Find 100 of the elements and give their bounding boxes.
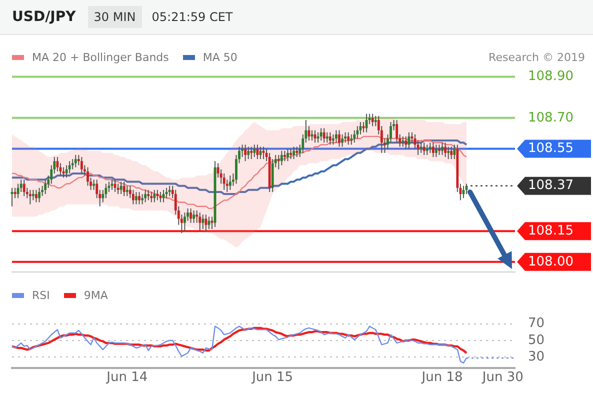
candlestick <box>250 146 253 160</box>
candlestick <box>326 132 328 144</box>
candlestick <box>353 130 356 144</box>
legend-label: MA 50 <box>202 50 238 64</box>
candlestick <box>71 158 74 170</box>
candlestick <box>153 189 156 203</box>
candlestick <box>222 172 226 190</box>
candlestick <box>80 156 83 174</box>
candlestick <box>404 136 408 150</box>
candlestick <box>86 166 89 186</box>
candlestick <box>328 132 332 146</box>
candlestick <box>74 154 77 168</box>
candlestick <box>359 122 362 135</box>
x-tick-label: Jun 14 <box>106 370 148 386</box>
legend-label: MA 20 + Bollinger Bands <box>32 50 169 64</box>
candlestick <box>320 128 322 142</box>
candlestick <box>308 126 310 142</box>
candlestick <box>132 189 134 205</box>
candlestick <box>138 191 140 205</box>
candlestick <box>256 144 259 160</box>
candlestick <box>120 181 122 195</box>
candlestick <box>344 132 347 144</box>
candlestick <box>156 189 159 201</box>
candlestick <box>422 142 426 156</box>
candlestick <box>350 134 353 146</box>
candlestick <box>150 191 153 203</box>
candlestick <box>253 144 256 158</box>
candlestick <box>35 189 38 203</box>
candlestick <box>356 126 359 140</box>
candlestick <box>135 191 138 205</box>
candlestick <box>244 144 247 162</box>
candlestick <box>228 175 232 190</box>
candlestick <box>141 194 144 205</box>
candlestick <box>426 144 428 156</box>
y-tick-label: 108.55 <box>528 141 574 156</box>
candlestick <box>116 183 120 195</box>
y-tick-label: 108.15 <box>528 223 574 238</box>
candlestick <box>347 132 350 146</box>
candlestick <box>65 164 68 178</box>
candlestick <box>16 183 20 199</box>
candlestick <box>44 179 47 195</box>
text: Research © 2019 <box>488 51 585 64</box>
candlestick <box>316 132 320 144</box>
candlestick <box>450 146 453 160</box>
candlestick <box>208 216 210 230</box>
candlestick <box>68 160 71 174</box>
legend-label: 9MA <box>84 288 108 302</box>
candlestick <box>371 113 374 127</box>
candlestick <box>280 150 283 166</box>
y-tick-label: 108.70 <box>528 110 574 126</box>
chart-title: USD/JPY <box>12 9 76 25</box>
candlestick <box>147 189 150 201</box>
candlestick <box>402 136 404 148</box>
candlestick <box>408 132 410 150</box>
y-tick-label: 30 <box>528 350 545 365</box>
candlestick <box>28 189 32 205</box>
x-tick-label: Jun 18 <box>420 370 463 386</box>
candlestick <box>104 183 108 199</box>
y-tick-label: 108.00 <box>528 254 574 270</box>
candlestick <box>438 144 440 156</box>
candlestick <box>322 128 326 144</box>
y-tick-label: 50 <box>528 332 545 348</box>
candlestick <box>441 142 444 156</box>
candlestick <box>284 150 286 162</box>
candlestick <box>453 144 456 160</box>
candlestick <box>341 134 344 148</box>
chart-subtitle: 30 MIN <box>88 6 142 28</box>
candlestick <box>447 146 450 160</box>
x-tick-label: Jun 15 <box>251 370 294 386</box>
candlestick <box>92 179 96 190</box>
candlestick <box>190 208 192 224</box>
candlestick <box>296 146 298 158</box>
candlestick <box>286 148 289 162</box>
candlestick <box>144 189 147 203</box>
candlestick <box>168 185 171 197</box>
candlestick <box>198 212 202 232</box>
y-tick-label: 70 <box>528 316 545 332</box>
candlestick <box>290 148 292 160</box>
candlestick <box>374 115 377 127</box>
candlestick <box>338 130 340 148</box>
candlestick <box>435 144 438 158</box>
candlestick <box>277 154 280 170</box>
candlestick <box>428 142 432 154</box>
candlestick <box>56 156 59 172</box>
candlestick <box>202 214 204 230</box>
candlestick <box>292 146 296 160</box>
text: 05:21:59 CET <box>152 10 233 24</box>
candlestick <box>192 210 196 224</box>
candlestick <box>444 142 447 158</box>
candlestick <box>396 119 398 144</box>
candlestick <box>38 187 40 203</box>
y-tick-label: 108.37 <box>528 178 574 194</box>
candlestick <box>332 134 334 146</box>
candlestick <box>432 142 434 158</box>
x-tick-label: Jun 30 <box>481 370 524 386</box>
candlestick <box>32 189 34 201</box>
candlestick <box>126 185 128 197</box>
candlestick <box>420 142 422 154</box>
candlestick <box>335 130 338 144</box>
candlestick <box>22 179 26 197</box>
